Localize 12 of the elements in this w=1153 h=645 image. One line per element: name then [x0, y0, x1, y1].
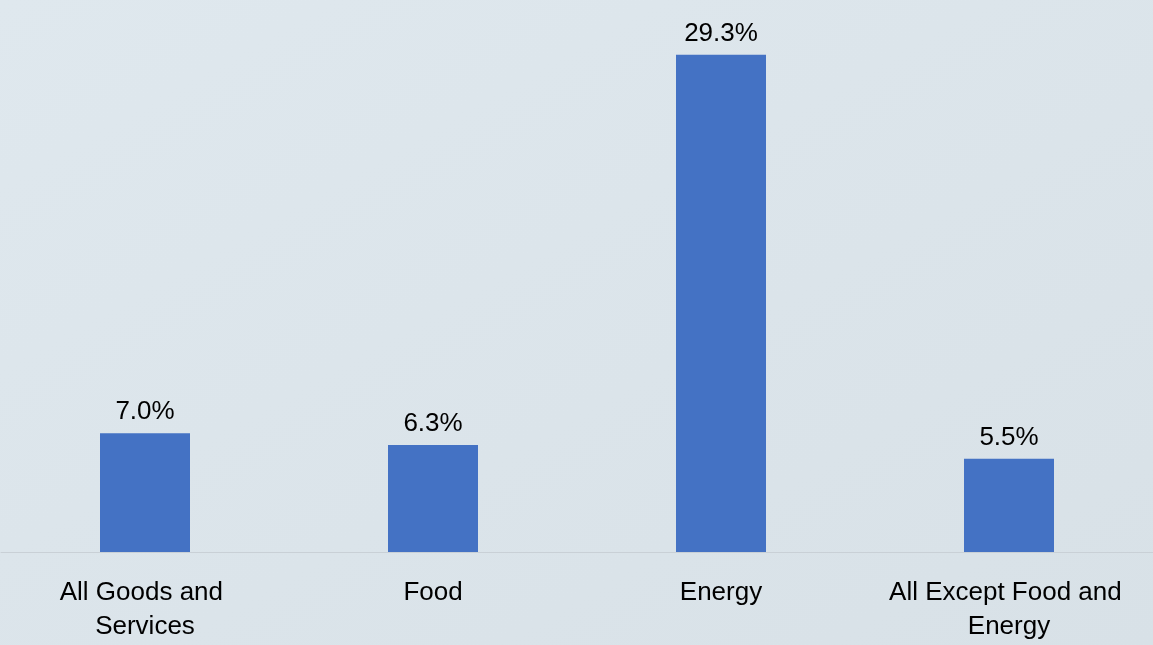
x-tick-label: Energy	[679, 576, 763, 606]
data-label: 29.3%	[684, 16, 758, 47]
x-tick-label: Food	[403, 576, 463, 606]
x-tick-label: All Except Food and Energy	[889, 576, 1129, 640]
data-label: 5.5%	[979, 420, 1039, 451]
data-label: 6.3%	[403, 407, 463, 438]
bar	[100, 433, 190, 552]
x-tick-label: All Goods and Services	[59, 576, 231, 640]
bar	[388, 445, 478, 552]
bar	[676, 54, 766, 552]
bar	[964, 458, 1054, 552]
data-label: 7.0%	[115, 395, 175, 426]
